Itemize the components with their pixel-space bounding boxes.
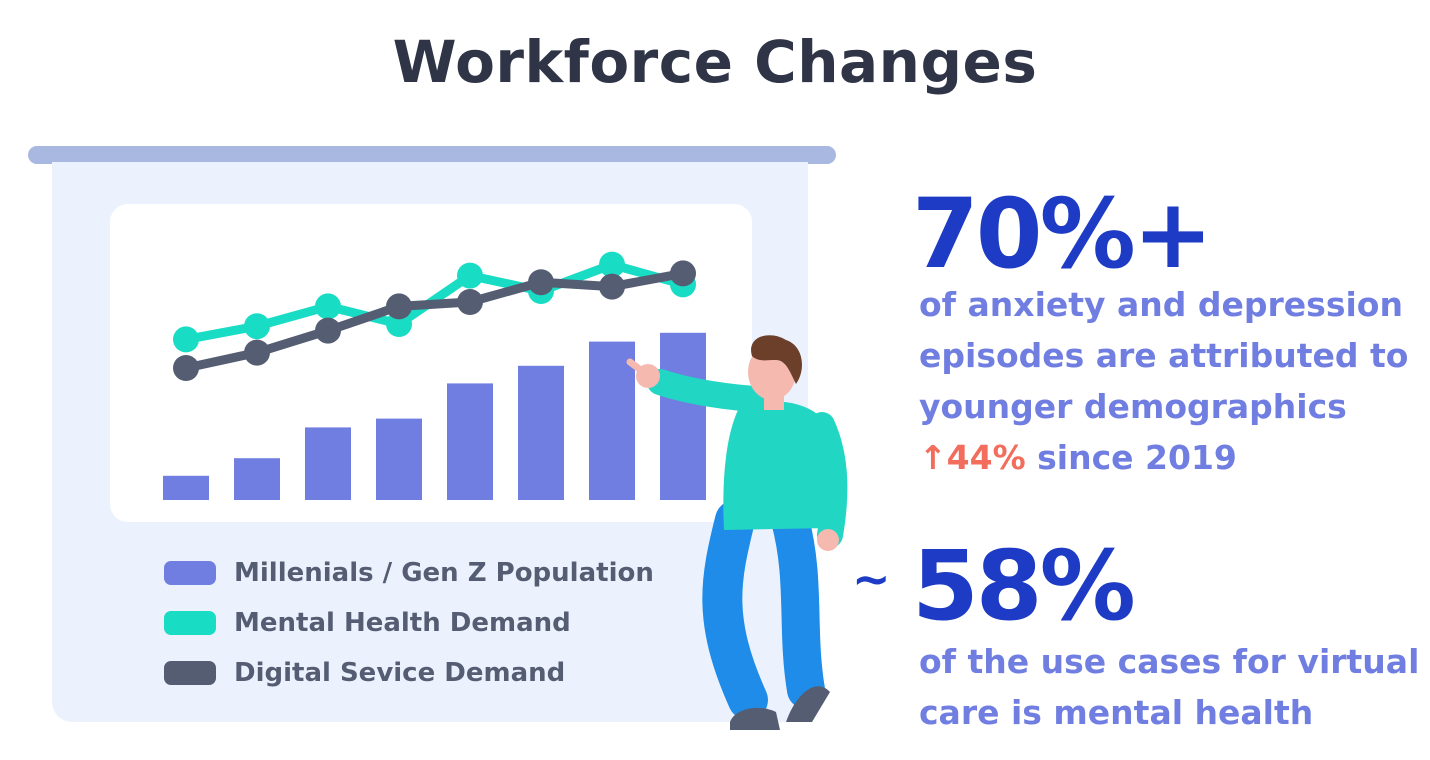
legend-item-digital: Digital Sevice Demand — [164, 648, 654, 698]
point-digital-2 — [244, 339, 270, 366]
stat-2-line-2: care is mental health — [919, 693, 1314, 732]
point-digital-7 — [599, 273, 625, 300]
legend-swatch-mental-health — [164, 611, 216, 635]
legend-swatch-population — [164, 561, 216, 585]
legend-swatch-digital — [164, 661, 216, 685]
point-digital-4 — [386, 293, 412, 320]
stat-1-line-2: episodes are attributed to — [919, 336, 1409, 375]
point-digital-1 — [173, 355, 199, 381]
point-mental-health-3 — [315, 293, 341, 320]
point-mental-health-7 — [599, 251, 625, 278]
stat-description-2: of the use cases for virtual care is men… — [919, 636, 1419, 738]
bar-4 — [376, 418, 422, 500]
bar-1 — [163, 475, 209, 500]
point-digital-3 — [315, 317, 341, 344]
approx-sign: ~ — [852, 552, 891, 606]
growth-value: ↑44% — [919, 438, 1026, 477]
legend-label-digital: Digital Sevice Demand — [234, 658, 566, 688]
legend-label-mental-health: Mental Health Demand — [234, 608, 571, 638]
bar-6 — [518, 365, 564, 500]
stat-1-line-1: of anxiety and depression — [919, 285, 1403, 324]
bar-7 — [589, 341, 635, 500]
point-mental-health-1 — [173, 326, 199, 353]
point-digital-8 — [670, 260, 696, 287]
stat-2-line-1: of the use cases for virtual — [919, 642, 1420, 681]
board-rod — [28, 146, 836, 164]
point-mental-health-5 — [457, 262, 483, 289]
stat-value-2: 58% — [912, 530, 1136, 642]
legend-item-population: Millenials / Gen Z Population — [164, 548, 654, 598]
chart-legend: Millenials / Gen Z Population Mental Hea… — [164, 548, 654, 698]
point-digital-5 — [457, 289, 483, 315]
legend-item-mental-health: Mental Health Demand — [164, 598, 654, 648]
point-mental-health-2 — [244, 313, 270, 340]
bar-2 — [234, 458, 280, 500]
bar-5 — [447, 383, 493, 500]
stat-description-1: of anxiety and depression episodes are a… — [919, 279, 1408, 483]
stat-1-growth-line: ↑44% since 2019 — [919, 432, 1408, 483]
bar-3 — [305, 427, 351, 500]
stat-1-line-3: younger demographics — [919, 387, 1347, 426]
point-digital-6 — [528, 269, 554, 296]
legend-label-population: Millenials / Gen Z Population — [234, 558, 654, 588]
stat-value-1: 70%+ — [912, 178, 1213, 290]
page-title: Workforce Changes — [392, 28, 1038, 96]
growth-suffix: since 2019 — [1037, 438, 1237, 477]
bar-8 — [660, 332, 706, 500]
